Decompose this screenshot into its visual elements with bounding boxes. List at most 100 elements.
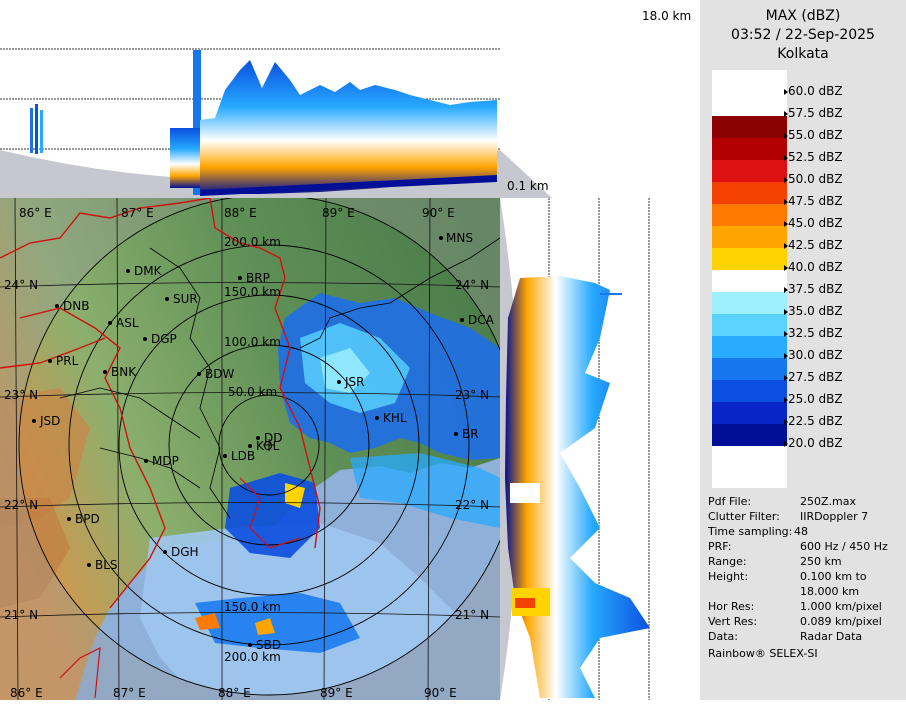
radar-echoes [140,293,500,695]
section-corner [500,0,700,198]
range-ring [168,344,370,546]
city-label: BDW [205,367,234,381]
city-dot [67,517,71,521]
echo-region [320,348,370,393]
city-label: PRL [56,354,79,368]
range-ring [18,198,500,696]
echo-column [193,50,201,195]
lat-label: 22° N [4,498,38,512]
city-dot [337,380,341,384]
city-dot [103,370,107,374]
lon-label-bottom: 90° E [424,686,457,700]
legend-label: 52.5 dBZ [788,150,843,164]
echo-core [515,598,535,608]
legend-label: 37.5 dBZ [788,282,843,296]
echo-profile [200,60,497,194]
lon-label-bottom: 87° E [113,686,146,700]
legend-label: 30.0 dBZ [788,348,843,362]
graticule [0,198,500,700]
info-key: PRF: [708,540,732,553]
legend-swatch-475 [712,204,787,226]
city-dot [143,337,147,341]
range-ring [118,294,420,596]
legend-swatch-40 [712,270,787,292]
lon-label: 86° E [19,206,52,220]
city-dot [439,236,443,240]
district-border [299,237,500,349]
city-label: DGP [151,332,177,346]
info-value: 1.000 km/pixel [800,600,882,613]
echo-region [195,593,360,653]
info-value: 18.000 km [800,585,860,598]
echo-streak [600,293,622,295]
legend-swatch-425 [712,248,787,270]
legend-swatch-55 [712,138,787,160]
state-border [0,337,106,369]
international-border [209,198,321,549]
range-label: 150.0 km [224,285,281,299]
city-dot [223,454,227,458]
earth-curvature-corner [500,150,552,198]
legend-swatch-375 [712,292,787,314]
info-value: 0.100 km to [800,570,867,583]
meridian [116,198,120,700]
district-border [149,247,231,519]
city-label: BNK [111,365,137,379]
range-label: 200.0 km [224,235,281,249]
state-border [0,198,211,259]
top-height-label: 18.0 km [642,9,692,23]
city-label: BRP [246,271,270,285]
city-label: DD [264,431,282,445]
range-ring [218,394,320,496]
product-title: MAX (dBZ) [765,8,841,24]
city-dot [248,643,252,647]
radar-map-svg: 86° E 87° E 88° E 89° E 90° E 86° E 87° … [0,198,500,700]
legend-label: 27.5 dBZ [788,370,843,384]
parallel [0,392,500,398]
lat-label-right: 23° N [455,388,489,402]
legend-swatch-225 [712,424,787,446]
outside-range-mask [0,198,500,700]
info-key: Hor Res: [708,600,755,613]
city-label: JSR [344,375,365,389]
legend-swatch-45 [712,226,787,248]
range-ring [68,244,470,646]
legend-swatch-20 [712,446,787,488]
city-markers: MNS DMK BRP SUR DNB ASL DCA DGP PRL BNK … [32,231,495,652]
city-dot [454,432,458,436]
info-value: 48 [794,525,808,538]
legend-swatch-60 [712,70,787,116]
city-dot [55,304,59,308]
lon-label-bottom: 88° E [218,686,251,700]
lat-label: 21° N [4,608,38,622]
city-label: DNB [63,299,89,313]
city-label: ASL [116,316,139,330]
city-label: DGH [171,545,199,559]
parallel [0,612,500,618]
meridian [323,198,327,700]
legend-label: 20.0 dBZ [788,436,843,450]
info-key: Range: [708,555,747,568]
info-value: 250 km [800,555,842,568]
lon-label: 88° E [224,206,257,220]
meridian [427,198,431,700]
lon-label: 90° E [422,206,455,220]
echo-column [40,110,43,153]
info-key: Data: [708,630,738,643]
range-label: 50.0 km [228,385,277,399]
range-label: 100.0 km [224,335,281,349]
legend-label: 60.0 dBZ [788,84,843,98]
radar-map[interactable]: 86° E 87° E 88° E 89° E 90° E 86° E 87° … [0,198,500,700]
city-dot [144,459,148,463]
city-dot [126,269,130,273]
highland [0,388,90,528]
bottom-height-label: 0.1 km [507,179,549,193]
info-key: Vert Res: [708,615,758,628]
vendor-label: Rainbow® SELEX-SI [708,647,818,660]
city-label: KOL [256,439,280,453]
city-dot [32,419,36,423]
info-key: Pdf File: [708,495,752,508]
legend-swatch-50 [712,182,787,204]
coast-border [239,477,301,549]
legend-swatch-30 [712,358,787,380]
